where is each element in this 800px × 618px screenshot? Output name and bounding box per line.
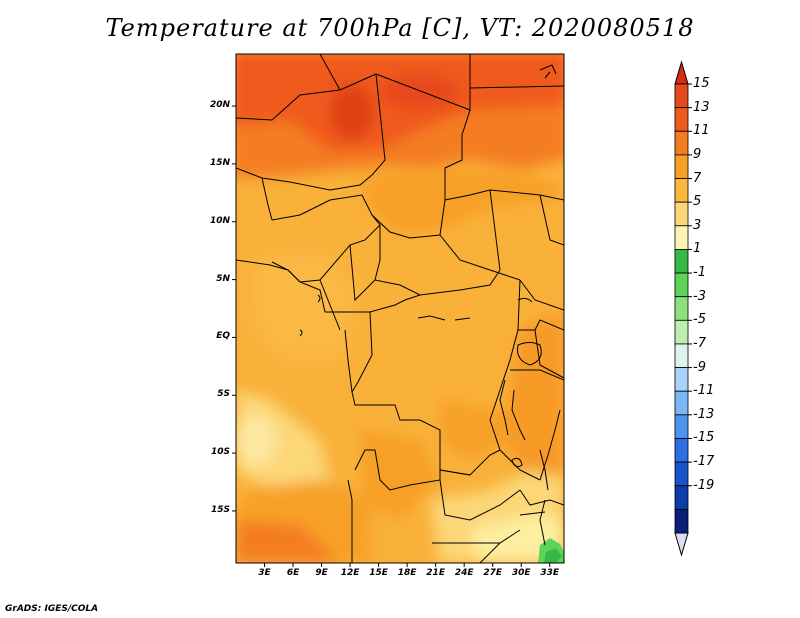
colorbar-swatch	[674, 485, 689, 510]
colorbar-swatch	[674, 508, 689, 534]
colorbar-swatch	[674, 343, 689, 368]
colorbar-swatch	[674, 367, 689, 392]
colorbar-label: 1	[693, 241, 702, 257]
colorbar-swatch	[674, 390, 689, 416]
colorbar-swatch	[674, 107, 689, 132]
colorbar-swatch	[674, 154, 689, 179]
colorbar-label: -11	[693, 383, 715, 399]
axis-ticks	[232, 105, 551, 567]
credit-text: GrADS: IGES/COLA	[5, 604, 99, 614]
lat-tick-label: 5S	[217, 389, 230, 400]
colorbar-label: -13	[693, 406, 715, 422]
colorbar-swatch	[674, 249, 689, 274]
colorbar-swatch	[674, 225, 689, 250]
colorbar-label: 7	[693, 170, 702, 186]
colorbar-swatch	[674, 296, 689, 321]
lon-tick-label: 27E	[483, 568, 503, 578]
lon-tick-label: 24E	[454, 568, 474, 578]
colorbar-swatch	[674, 201, 689, 227]
lon-tick-label: 6E	[286, 568, 300, 578]
colorbar-swatch	[674, 319, 689, 345]
lon-tick-label: 21E	[426, 568, 445, 578]
lon-tick-label: 3E	[258, 568, 271, 578]
colorbar-label: 11	[693, 123, 710, 139]
colorbar-swatch	[674, 130, 689, 156]
colorbar-swatch	[674, 461, 689, 487]
lat-tick-label: EQ	[216, 331, 230, 342]
colorbar-label: -1	[693, 265, 706, 281]
colorbar-label: -5	[693, 312, 706, 328]
colorbar-label: 15	[693, 76, 710, 91]
colorbar-label: 13	[693, 99, 710, 115]
colorbar-swatch	[674, 438, 689, 463]
lon-tick-label: 30E	[511, 568, 531, 578]
temperature-field	[236, 54, 564, 563]
colorbar	[674, 60, 692, 557]
colorbar-swatch	[674, 83, 689, 109]
colorbar-label: -7	[693, 335, 706, 351]
lat-tick-label: 15S	[210, 504, 230, 515]
country-borders	[236, 54, 564, 563]
lat-tick-label: 10S	[210, 447, 230, 458]
lon-tick-label: 33E	[540, 568, 560, 578]
chart-title: Temperature at 700hPa [C], VT: 202008051…	[105, 14, 695, 42]
colorbar-label: 5	[693, 194, 702, 210]
colorbar-top-arrow	[674, 60, 689, 85]
colorbar-label: -3	[693, 288, 706, 304]
colorbar-swatch	[674, 272, 689, 298]
lat-tick-label: 5N	[216, 273, 230, 284]
colorbar-bottom-arrow	[674, 532, 689, 557]
lon-tick-label: 12E	[340, 568, 360, 578]
lat-tick-label: 15N	[209, 157, 230, 168]
lon-tick-label: 18E	[397, 568, 417, 578]
colorbar-swatch	[674, 178, 689, 203]
lat-tick-label: 20N	[209, 100, 230, 111]
map-frame	[235, 53, 565, 564]
colorbar-label: -19	[693, 477, 715, 493]
colorbar-label: 3	[693, 217, 702, 233]
colorbar-label: -17	[693, 454, 715, 470]
colorbar-label: -9	[693, 359, 706, 375]
lon-tick-label: 15E	[369, 568, 388, 578]
lon-tick-label: 9E	[315, 568, 328, 578]
colorbar-swatch	[674, 414, 689, 439]
colorbar-label: 9	[693, 146, 702, 162]
lat-tick-label: 10N	[209, 215, 230, 226]
colorbar-label: -15	[693, 430, 715, 446]
